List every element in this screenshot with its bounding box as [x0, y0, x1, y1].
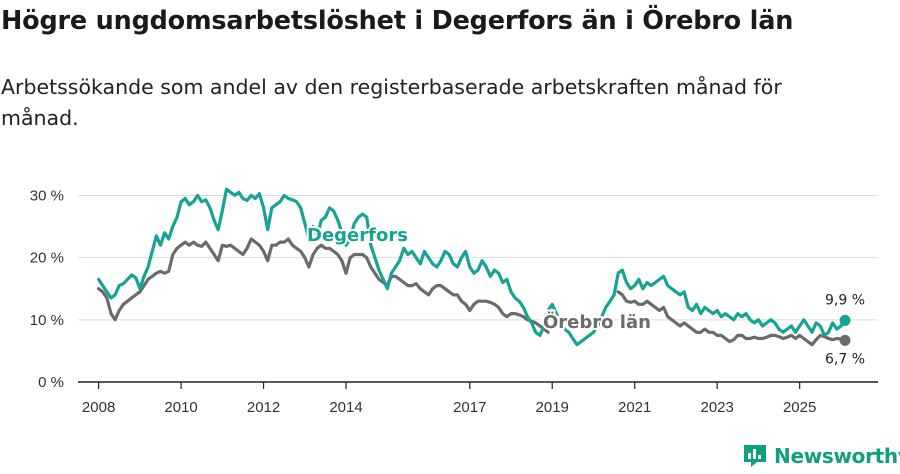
series-line-orebro — [97, 237, 847, 347]
x-tick-label: 2012 — [247, 399, 280, 416]
y-tick-label: 10 % — [30, 312, 64, 329]
x-tick-label: 2014 — [329, 399, 362, 416]
x-tick-label: 2008 — [82, 399, 115, 416]
y-axis-ticks: 0 % 10 % 20 % 30 % — [30, 187, 64, 391]
y-tick-label: 0 % — [38, 374, 64, 391]
series-label-orebro: Örebro län — [543, 311, 651, 333]
end-point-orebro — [839, 334, 851, 346]
chart-title: Högre ungdomsarbetslöshet i Degerfors än… — [1, 6, 794, 36]
x-tick-label: 2010 — [164, 399, 197, 416]
x-axis-ticks: 2008 2010 2012 2014 2017 2019 2021 2023 2025 — [82, 382, 816, 416]
x-tick-label: 2019 — [536, 399, 569, 416]
x-tick-label: 2023 — [700, 399, 733, 416]
newsworthy-logo-icon — [744, 445, 766, 467]
end-point-degerfors — [839, 314, 851, 326]
brand-name: Newsworthy — [774, 444, 900, 468]
x-tick-label: 2021 — [618, 399, 651, 416]
brand-footer[interactable]: Newsworthy — [743, 441, 900, 471]
x-tick-label: 2017 — [453, 399, 486, 416]
y-tick-label: 30 % — [30, 187, 64, 204]
y-tick-label: 20 % — [30, 250, 64, 267]
series-labels: 6,7 % 9,9 % Degerfors Örebro län — [305, 223, 865, 367]
series-lines — [97, 187, 851, 347]
end-label-orebro: 6,7 % — [825, 351, 865, 367]
chart-subtitle: Arbetssökande som andel av den registerb… — [1, 75, 782, 130]
series-line-degerfors — [97, 187, 847, 347]
series-label-degerfors: Degerfors — [307, 225, 408, 246]
grid-lines — [78, 194, 878, 321]
end-label-degerfors: 9,9 % — [825, 292, 865, 308]
x-tick-label: 2025 — [783, 399, 816, 416]
